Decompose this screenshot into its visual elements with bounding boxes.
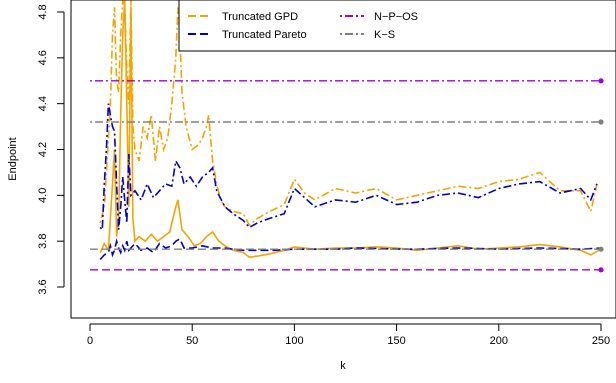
y-tick-label: 4.0 (37, 188, 49, 203)
x-axis: 0 50 100 150 200 250 (87, 323, 610, 347)
x-tick-label: 150 (387, 335, 405, 347)
y-tick-label: 4.6 (37, 50, 49, 65)
series-line-3 (99, 103, 598, 232)
y-axis-title: Endpoint (7, 137, 19, 180)
reference-line-end-marker (598, 246, 604, 252)
y-tick-label: 3.6 (37, 279, 49, 294)
reference-line-end-marker (598, 267, 604, 273)
legend-label: Truncated GPD (222, 11, 298, 23)
reference-line-end-marker (598, 119, 604, 125)
y-axis: 3.6 3.8 4.0 4.2 4.4 4.6 4.8 (37, 4, 65, 295)
x-tick-label: 200 (490, 335, 508, 347)
series-line-4 (99, 237, 602, 261)
y-tick-label: 4.4 (37, 96, 49, 111)
legend-box (178, 0, 616, 52)
x-tick-label: 50 (186, 335, 198, 347)
y-tick-label: 4.2 (37, 142, 49, 157)
legend-items: Truncated GPD Truncated Pareto N−P−OS K−S (188, 11, 418, 41)
legend-label: N−P−OS (374, 11, 418, 23)
y-tick-label: 3.8 (37, 234, 49, 249)
reference-lines (90, 78, 604, 273)
reference-line-end-marker (598, 78, 604, 84)
x-tick-label: 100 (285, 335, 303, 347)
x-tick-label: 0 (87, 335, 93, 347)
legend-label: Truncated Pareto (222, 29, 307, 41)
plot-frame (70, 0, 616, 319)
x-tick-label: 250 (592, 335, 610, 347)
legend: Truncated GPD Truncated Pareto N−P−OS K−S (178, 0, 616, 52)
legend-label: K−S (374, 29, 395, 41)
y-tick-label: 4.8 (37, 4, 49, 19)
x-axis-title: k (340, 360, 346, 372)
